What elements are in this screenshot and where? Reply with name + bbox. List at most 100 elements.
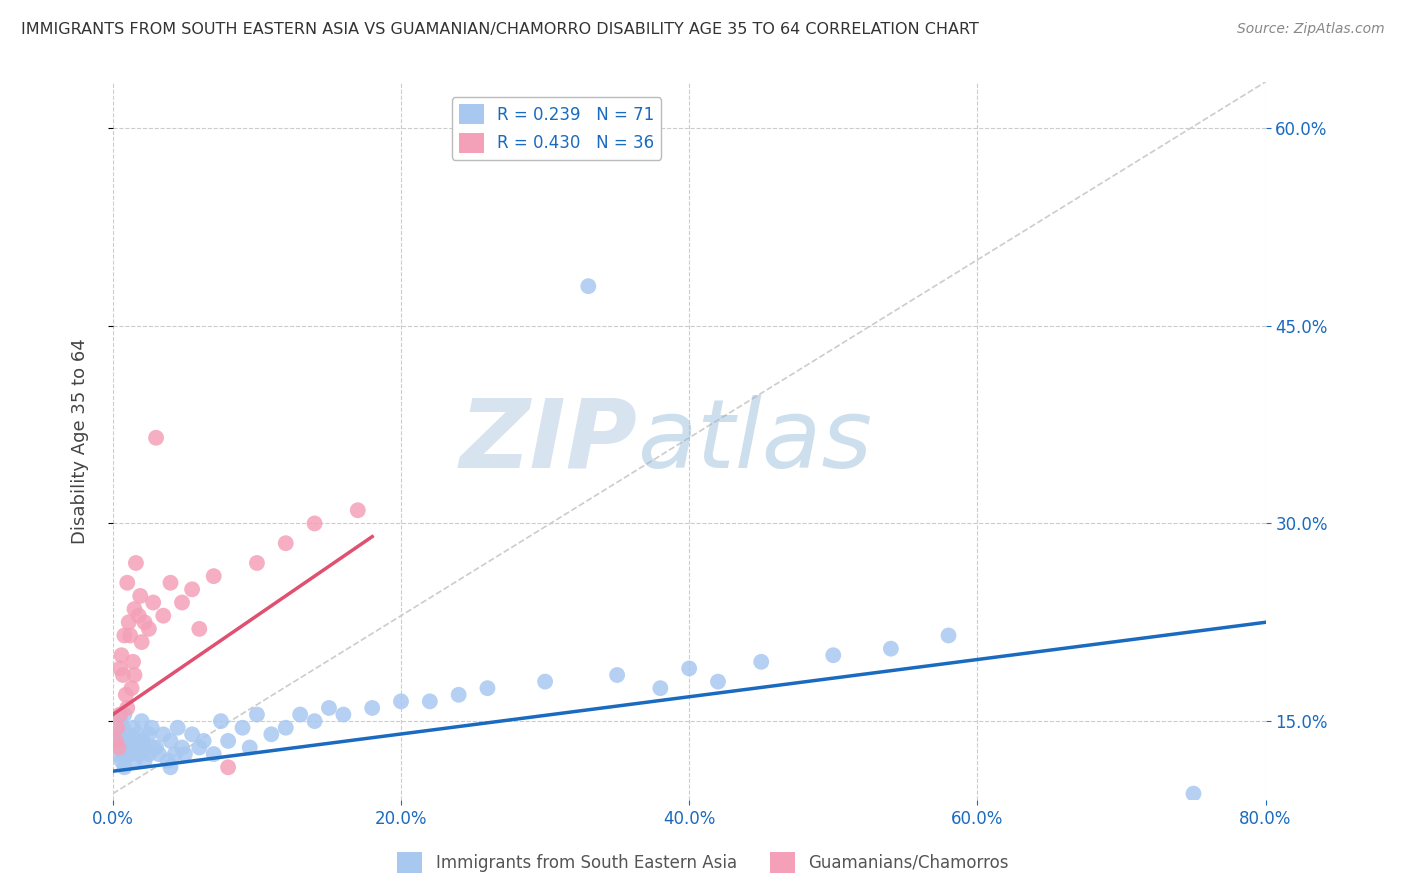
Point [346, 503, 368, 517]
Point [131, 714, 153, 728]
Point [304, 516, 326, 531]
Point [131, 635, 153, 649]
Point [166, 721, 188, 735]
Point [122, 721, 145, 735]
Legend: R = 0.239   N = 71, R = 0.430   N = 36: R = 0.239 N = 71, R = 0.430 N = 36 [453, 97, 661, 160]
Point [125, 556, 148, 570]
Point [128, 747, 150, 761]
Point [217, 734, 239, 748]
Text: Source: ZipAtlas.com: Source: ZipAtlas.com [1237, 22, 1385, 37]
Point [124, 668, 146, 682]
Point [138, 747, 160, 761]
Point [142, 595, 165, 609]
Point [120, 747, 142, 761]
Point [159, 760, 181, 774]
Point [477, 681, 499, 696]
Point [156, 754, 179, 768]
Point [129, 589, 152, 603]
Point [121, 740, 143, 755]
Point [108, 707, 131, 722]
Point [114, 688, 136, 702]
Point [188, 622, 211, 636]
Point [193, 734, 215, 748]
Point [274, 721, 297, 735]
Point [122, 655, 145, 669]
Point [707, 674, 730, 689]
Point [576, 279, 599, 293]
Point [145, 431, 167, 445]
Point [107, 727, 129, 741]
Point [127, 727, 149, 741]
Point [108, 661, 131, 675]
Point [419, 694, 441, 708]
Point [145, 740, 167, 755]
Legend: Immigrants from South Eastern Asia, Guamanians/Chamorros: Immigrants from South Eastern Asia, Guam… [391, 846, 1015, 880]
Point [246, 707, 269, 722]
Point [105, 747, 128, 761]
Text: atlas: atlas [637, 394, 872, 488]
Point [174, 747, 197, 761]
Point [104, 734, 127, 748]
Point [304, 714, 326, 728]
Point [134, 754, 156, 768]
Point [114, 747, 136, 761]
Point [152, 727, 174, 741]
Point [132, 734, 155, 748]
Point [117, 701, 139, 715]
Point [202, 569, 225, 583]
Point [111, 668, 134, 682]
Point [159, 575, 181, 590]
Point [141, 721, 163, 735]
Point [447, 688, 470, 702]
Point [128, 608, 150, 623]
Point [606, 668, 628, 682]
Point [110, 754, 132, 768]
Point [170, 740, 193, 755]
Point [112, 760, 135, 774]
Point [138, 622, 160, 636]
Point [121, 681, 143, 696]
Point [534, 674, 557, 689]
Point [163, 747, 186, 761]
Point [125, 740, 148, 755]
Point [108, 740, 131, 755]
Y-axis label: Disability Age 35 to 64: Disability Age 35 to 64 [72, 338, 89, 544]
Point [202, 747, 225, 761]
Point [231, 721, 253, 735]
Point [188, 740, 211, 755]
Point [288, 707, 311, 722]
Point [118, 734, 141, 748]
Point [107, 740, 129, 755]
Point [209, 714, 232, 728]
Point [129, 734, 152, 748]
Point [148, 747, 170, 761]
Point [118, 615, 141, 630]
Point [246, 556, 269, 570]
Point [112, 628, 135, 642]
Point [159, 734, 181, 748]
Point [239, 740, 262, 755]
Point [131, 740, 153, 755]
Point [318, 701, 340, 715]
Point [124, 754, 146, 768]
Point [111, 721, 134, 735]
Point [650, 681, 672, 696]
Point [104, 734, 127, 748]
Point [880, 641, 903, 656]
Point [260, 727, 283, 741]
Point [170, 595, 193, 609]
Point [120, 628, 142, 642]
Point [105, 721, 128, 735]
Point [823, 648, 845, 663]
Point [110, 648, 132, 663]
Point [181, 582, 204, 597]
Point [112, 707, 135, 722]
Text: IMMIGRANTS FROM SOUTH EASTERN ASIA VS GUAMANIAN/CHAMORRO DISABILITY AGE 35 TO 64: IMMIGRANTS FROM SOUTH EASTERN ASIA VS GU… [21, 22, 979, 37]
Point [678, 661, 700, 675]
Point [332, 707, 354, 722]
Point [124, 734, 146, 748]
Point [361, 701, 384, 715]
Point [1182, 787, 1205, 801]
Point [117, 740, 139, 755]
Point [134, 615, 156, 630]
